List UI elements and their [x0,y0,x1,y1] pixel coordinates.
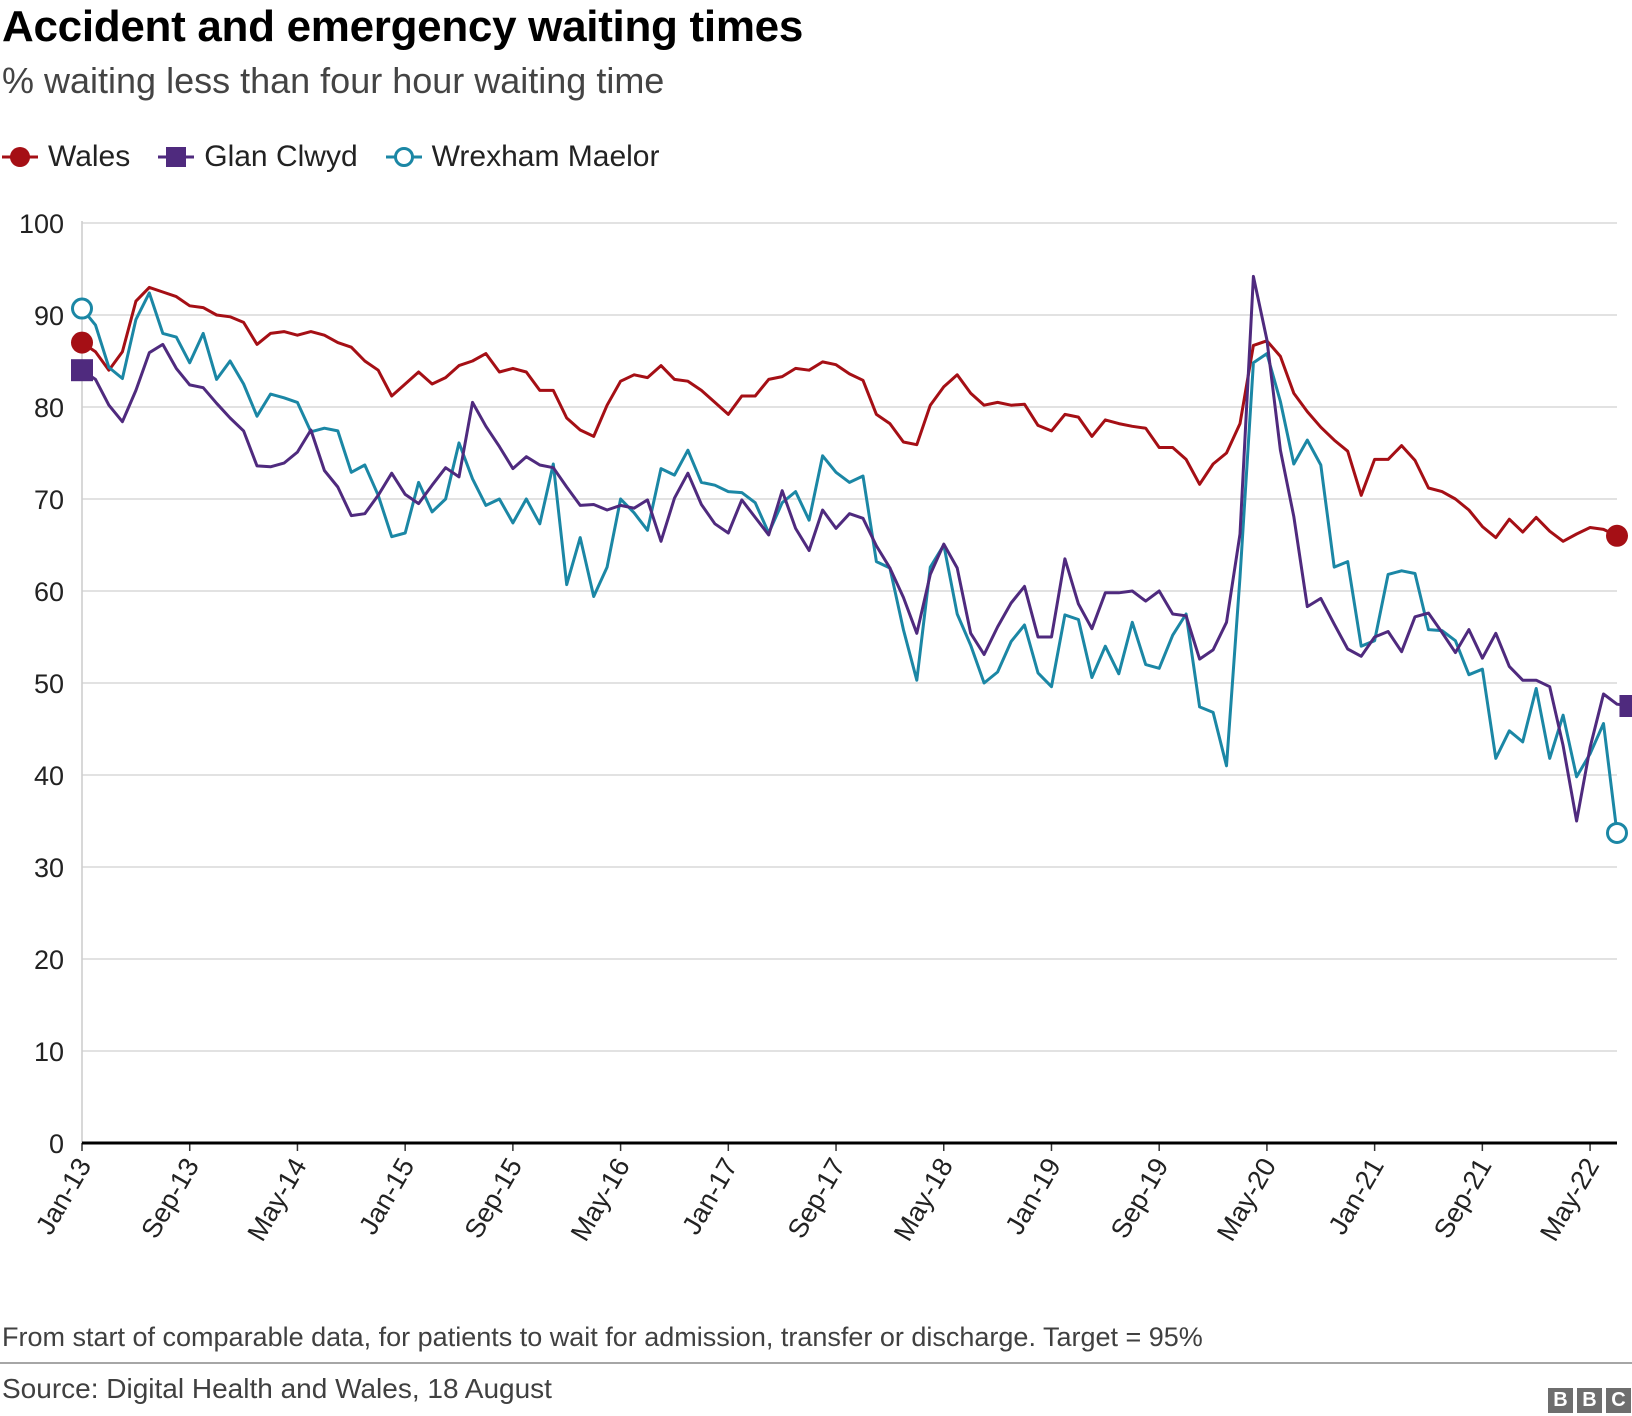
x-tick-label: Sep-13 [135,1153,205,1243]
y-tick-label: 70 [34,485,64,515]
y-tick-label: 60 [34,577,64,607]
marker-wrexham-maelor-start [71,297,93,320]
y-tick-label: 90 [34,301,64,331]
x-tick-label: May-14 [242,1153,313,1246]
y-tick-label: 30 [34,853,64,883]
source-note: Source: Digital Health and Wales, 18 Aug… [2,1373,552,1404]
x-tick-label: Jan-17 [676,1153,743,1240]
bbc-logo: B B C [1544,1388,1631,1413]
x-tick-label: Jan-13 [30,1153,97,1240]
y-tick-label: 80 [34,393,64,423]
bbc-logo-letter: B [1577,1388,1602,1413]
y-tick-label: 100 [19,209,64,239]
chart-title: Accident and emergency waiting times [2,2,803,51]
legend-item-wales: Wales [0,140,130,174]
y-tick-label: 50 [34,669,64,699]
series-lines [80,274,1632,835]
bbc-logo-letter: C [1606,1388,1631,1413]
marker-wales-end [1606,524,1628,547]
line-chart: 0 10 20 30 40 50 60 70 80 90 100 Jan-13 Sep-13 May-1… [19,209,1632,1246]
x-tick-label: Sep-19 [1105,1153,1175,1243]
marker-glan-clwyd-start [71,359,93,382]
legend-marker-wrexham-maelor [385,147,422,167]
x-tick-label: Sep-21 [1428,1153,1498,1243]
legend-marker-wales [2,147,38,167]
x-tick-label: Jan-21 [1323,1153,1390,1240]
y-tick-label: 10 [34,1037,64,1067]
legend-label-glan-clwyd: Glan Clwyd [204,140,358,173]
series-line-wrexham-maelor [80,291,1619,835]
x-tick-label: May-18 [888,1153,959,1246]
x-tick-label: Jan-19 [999,1153,1066,1240]
legend: Wales Glan Clwyd Wrexham Maelor [0,137,685,177]
series-end-markers [71,297,1632,844]
x-tick-label: Sep-17 [782,1153,852,1243]
footnote: From start of comparable data, for patie… [2,1322,1203,1352]
legend-marker-glan-clwyd [158,147,195,167]
legend-item-glan-clwyd: Glan Clwyd [156,140,358,174]
marker-wales-start [71,331,93,354]
x-tick-label: May-20 [1211,1153,1282,1246]
legend-label-wales: Wales [48,140,131,173]
y-tick-label: 40 [34,761,64,791]
y-axis: 0 10 20 30 40 50 60 70 80 90 100 [19,209,64,1159]
gridlines [81,221,1617,1143]
x-tick-label: May-16 [565,1153,636,1246]
marker-glan-clwyd-end [1619,695,1632,717]
marker-wrexham-maelor-end [1606,821,1628,844]
series-line-wales [80,285,1619,543]
x-tick-label: Sep-15 [459,1153,529,1243]
chart-subtitle: % waiting less than four hour waiting ti… [2,60,665,101]
footer-divider [0,1362,1632,1364]
x-axis: Jan-13 Sep-13 May-14 Jan-15 Sep-15 May-16 Jan-… [30,1141,1617,1246]
y-tick-label: 20 [34,945,64,975]
x-tick-label: Jan-15 [353,1153,420,1240]
bbc-logo-letter: B [1548,1388,1573,1413]
series-line-glan-clwyd [80,274,1632,823]
legend-label-wrexham-maelor: Wrexham Maelor [431,140,660,173]
x-tick-label: May-22 [1534,1153,1605,1246]
legend-item-wrexham-maelor: Wrexham Maelor [384,140,660,174]
y-tick-label: 0 [49,1129,64,1159]
